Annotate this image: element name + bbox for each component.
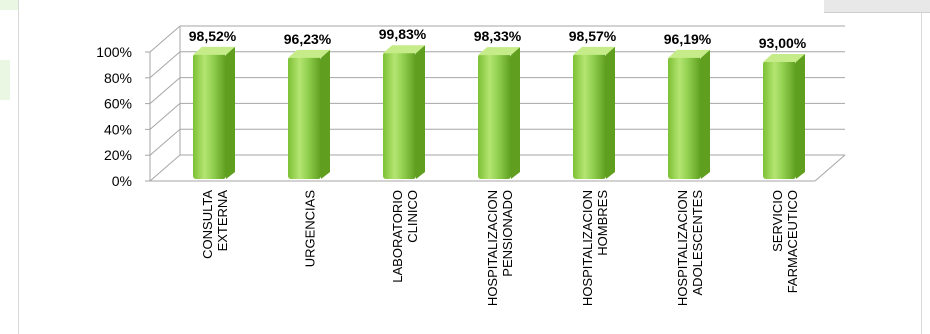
gridline-side xyxy=(149,25,181,53)
x-tick-label-line: CLINICO xyxy=(405,190,420,243)
data-label: 99,83% xyxy=(379,26,427,42)
bar xyxy=(383,52,416,179)
bar xyxy=(573,53,606,180)
bar-side xyxy=(511,47,520,180)
x-tick-label: SERVICIO FARMACEUTICO xyxy=(770,190,800,293)
data-label: 98,57% xyxy=(569,28,617,44)
background-edge-left xyxy=(0,60,10,100)
data-label: 98,33% xyxy=(474,28,522,44)
x-tick-label-line: CONSULTA xyxy=(200,190,215,259)
axes xyxy=(145,26,846,182)
bar xyxy=(193,53,226,180)
x-tick-label-line: HOSPITALIZACION xyxy=(485,190,500,306)
gridline-side xyxy=(149,128,181,156)
bar-top xyxy=(573,46,615,55)
bars xyxy=(193,45,805,180)
x-tick-label: HOSPITALIZACION PENSIONADO xyxy=(485,190,515,306)
bar-side xyxy=(321,49,330,180)
data-label: 93,00% xyxy=(759,35,807,51)
y-tick-label: 80% xyxy=(104,70,132,86)
bar-side xyxy=(606,46,615,180)
y-tick-label: 100% xyxy=(96,44,132,60)
x-tick-label: URGENCIAS xyxy=(303,190,318,268)
x-tick-label-line: HOSPITALIZACION xyxy=(580,190,595,306)
data-label: 96,23% xyxy=(284,31,332,47)
x-tick-label-line: SERVICIO xyxy=(770,190,785,252)
y-tick-label: 40% xyxy=(104,121,132,137)
x-tick-label-line: FARMACEUTICO xyxy=(785,190,800,293)
bar-top xyxy=(193,46,235,55)
bar-side xyxy=(226,46,235,180)
x-tick-label-line: PENSIONADO xyxy=(500,190,515,277)
bar-top xyxy=(383,45,425,54)
bar xyxy=(288,56,321,180)
bar-side xyxy=(796,54,805,179)
y-tick-label: 20% xyxy=(104,147,132,163)
x-tick-label-line: URGENCIAS xyxy=(303,190,318,268)
data-label: 96,19% xyxy=(664,31,712,47)
bar xyxy=(668,56,701,179)
gridline-side xyxy=(149,103,181,130)
x-tick-label-line: EXTERNA xyxy=(215,190,230,252)
gridline-side xyxy=(149,51,181,79)
y-tick-label: 0% xyxy=(112,173,132,189)
x-tick-label-line: LABORATORIO xyxy=(390,190,405,283)
gridline-side xyxy=(149,77,181,104)
bar-side xyxy=(416,45,425,179)
bar-top xyxy=(478,47,520,56)
bar-top xyxy=(668,49,710,58)
x-tick-label: LABORATORIO CLINICO xyxy=(390,190,420,283)
frame-corner xyxy=(824,0,930,13)
bar-top xyxy=(288,49,330,58)
x-tick-label: HOSPITALIZACION ADOLESCENTES xyxy=(675,190,705,306)
gridline-side xyxy=(149,154,181,182)
x-tick-label-line: HOMBRES xyxy=(595,190,610,256)
bar-top xyxy=(763,54,805,63)
bar xyxy=(763,61,796,179)
x-tick-label: HOSPITALIZACION HOMBRES xyxy=(580,190,610,306)
labels: 0% 20% 40% 60% 80% 100% 98,52% CONSULTA EXTERNA 9… xyxy=(96,26,807,306)
floor-right-edge xyxy=(814,154,846,182)
x-tick-label-line: ADOLESCENTES xyxy=(690,190,705,296)
bar xyxy=(478,54,511,180)
x-tick-label: CONSULTA EXTERNA xyxy=(200,190,230,259)
y-tick-label: 60% xyxy=(104,96,132,112)
data-label: 98,52% xyxy=(189,28,237,44)
bar-side xyxy=(701,49,710,179)
x-tick-label-line: HOSPITALIZACION xyxy=(675,190,690,306)
